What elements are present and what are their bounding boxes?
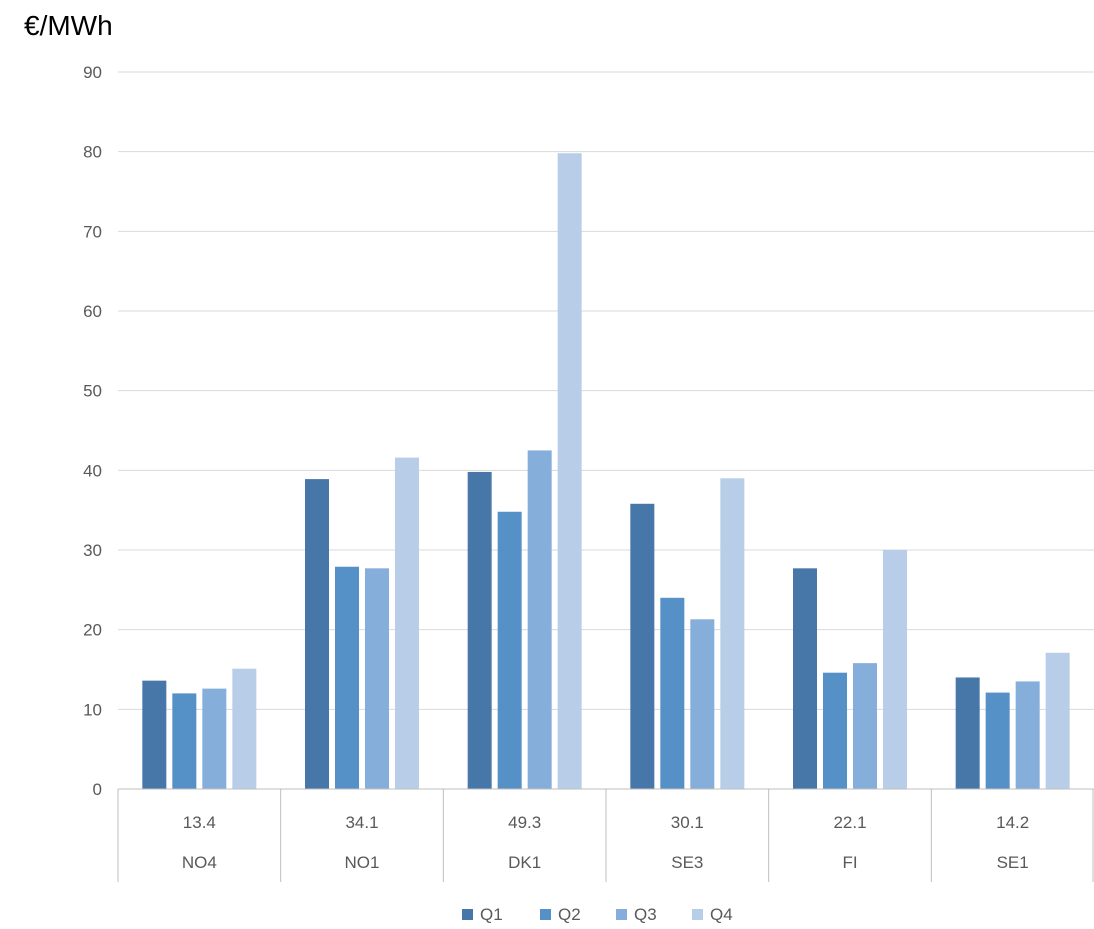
legend-label-q1: Q1 bbox=[480, 905, 503, 924]
bar-q3-no1 bbox=[365, 568, 389, 789]
y-tick-label: 80 bbox=[83, 143, 102, 162]
bar-q2-fi bbox=[823, 672, 847, 789]
category-label: FI bbox=[842, 853, 857, 872]
category-label: SE3 bbox=[671, 853, 703, 872]
y-tick-label: 60 bbox=[83, 302, 102, 321]
category-value-label: 49.3 bbox=[508, 813, 541, 832]
bar-q2-dk1 bbox=[497, 511, 522, 789]
legend-swatch-q4 bbox=[692, 909, 703, 920]
bar-q4-no1 bbox=[395, 457, 419, 789]
bar-q1-se3 bbox=[630, 503, 655, 789]
y-tick-label: 90 bbox=[83, 63, 102, 82]
y-tick-label: 40 bbox=[83, 461, 102, 480]
bar-q4-se1 bbox=[1045, 652, 1070, 789]
category-value-label: 34.1 bbox=[345, 813, 378, 832]
category-value-label: 13.4 bbox=[183, 813, 216, 832]
bar-q4-se3 bbox=[720, 478, 745, 789]
legend-swatch-q2 bbox=[540, 909, 551, 920]
bar-q2-no4 bbox=[172, 693, 197, 789]
x-axis: 13.4 NO4 34.1 NO1 49.3 DK1 30.1 SE3 22.1 FI 14.2 SE… bbox=[117, 788, 1094, 882]
y-tick-label: 70 bbox=[83, 222, 102, 241]
y-tick-label: 0 bbox=[93, 780, 102, 799]
bar-q4-fi bbox=[883, 550, 907, 789]
category-label: NO1 bbox=[345, 853, 380, 872]
bar-q3-fi bbox=[853, 663, 877, 789]
bar-q1-no1 bbox=[305, 479, 329, 789]
legend-label-q3: Q3 bbox=[634, 905, 657, 924]
legend-swatch-q3 bbox=[616, 909, 627, 920]
bar-q3-se3 bbox=[690, 619, 715, 789]
bar-q2-se1 bbox=[985, 692, 1010, 789]
legend: Q1 Q2 Q3 Q4 bbox=[462, 905, 733, 924]
bar-q3-dk1 bbox=[527, 450, 552, 789]
bar-q2-se3 bbox=[660, 597, 685, 789]
y-axis-ticks: 0 10 20 30 40 50 60 70 80 90 bbox=[83, 63, 102, 799]
bar-q4-dk1 bbox=[557, 153, 582, 789]
bar-q1-dk1 bbox=[467, 471, 492, 789]
category-label: DK1 bbox=[508, 853, 541, 872]
category-label: SE1 bbox=[997, 853, 1029, 872]
category-value-label: 14.2 bbox=[996, 813, 1029, 832]
category-value-label: 30.1 bbox=[671, 813, 704, 832]
gridlines bbox=[118, 71, 1094, 710]
bar-q4-no4 bbox=[232, 668, 257, 789]
y-axis-unit-label: €/MWh bbox=[24, 10, 113, 41]
bars bbox=[142, 153, 1070, 789]
y-tick-label: 10 bbox=[83, 700, 102, 719]
category-label: NO4 bbox=[182, 853, 217, 872]
y-tick-label: 20 bbox=[83, 621, 102, 640]
bar-q3-se1 bbox=[1015, 681, 1040, 789]
y-tick-label: 50 bbox=[83, 382, 102, 401]
legend-swatch-q1 bbox=[462, 909, 473, 920]
bar-q2-no1 bbox=[335, 566, 359, 789]
bar-q1-se1 bbox=[955, 677, 980, 789]
y-tick-label: 30 bbox=[83, 541, 102, 560]
bar-q1-no4 bbox=[142, 680, 167, 789]
category-value-label: 22.1 bbox=[833, 813, 866, 832]
bar-q3-no4 bbox=[202, 688, 227, 789]
legend-label-q2: Q2 bbox=[558, 905, 581, 924]
bar-q1-fi bbox=[793, 568, 817, 789]
legend-label-q4: Q4 bbox=[710, 905, 733, 924]
